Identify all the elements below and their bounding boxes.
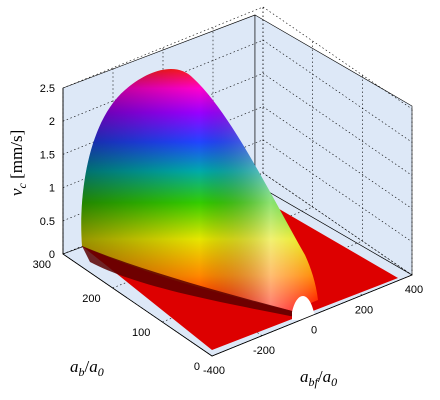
z-tick-label: 2 xyxy=(49,116,55,128)
z-tick-label: 1 xyxy=(49,183,55,195)
surface-shading xyxy=(81,68,318,312)
x-tick-label: -400 xyxy=(203,365,225,377)
x-tick-label: 200 xyxy=(355,304,373,316)
tick-labels: 0 0.5 1 1.5 2 2.5 0 100 200 300 -400 -200 0 200 400 xyxy=(33,83,424,377)
z-tick-label: 1.5 xyxy=(40,149,55,161)
x-tick-label: 0 xyxy=(311,325,317,337)
z-tick-label: 2.5 xyxy=(40,83,55,95)
x-tick-label: -200 xyxy=(253,345,275,357)
z-axis-label: vc [mm/s] xyxy=(7,130,29,196)
y-tick-label: 300 xyxy=(33,259,51,271)
surface-dark-base xyxy=(82,246,300,318)
y-tick-label: 200 xyxy=(82,293,100,305)
surface-contact-bump xyxy=(292,295,316,320)
y-axis-label: ab/a0 xyxy=(70,357,104,379)
z-tick-label: 0.5 xyxy=(40,216,55,228)
surface xyxy=(81,68,318,320)
y-tick-label: 0 xyxy=(194,361,200,373)
x-axis-label: abf/a0 xyxy=(300,367,337,389)
x-tick-label: 400 xyxy=(405,284,423,296)
z-tick-label: 0 xyxy=(49,249,55,261)
y-tick-label: 100 xyxy=(132,327,150,339)
